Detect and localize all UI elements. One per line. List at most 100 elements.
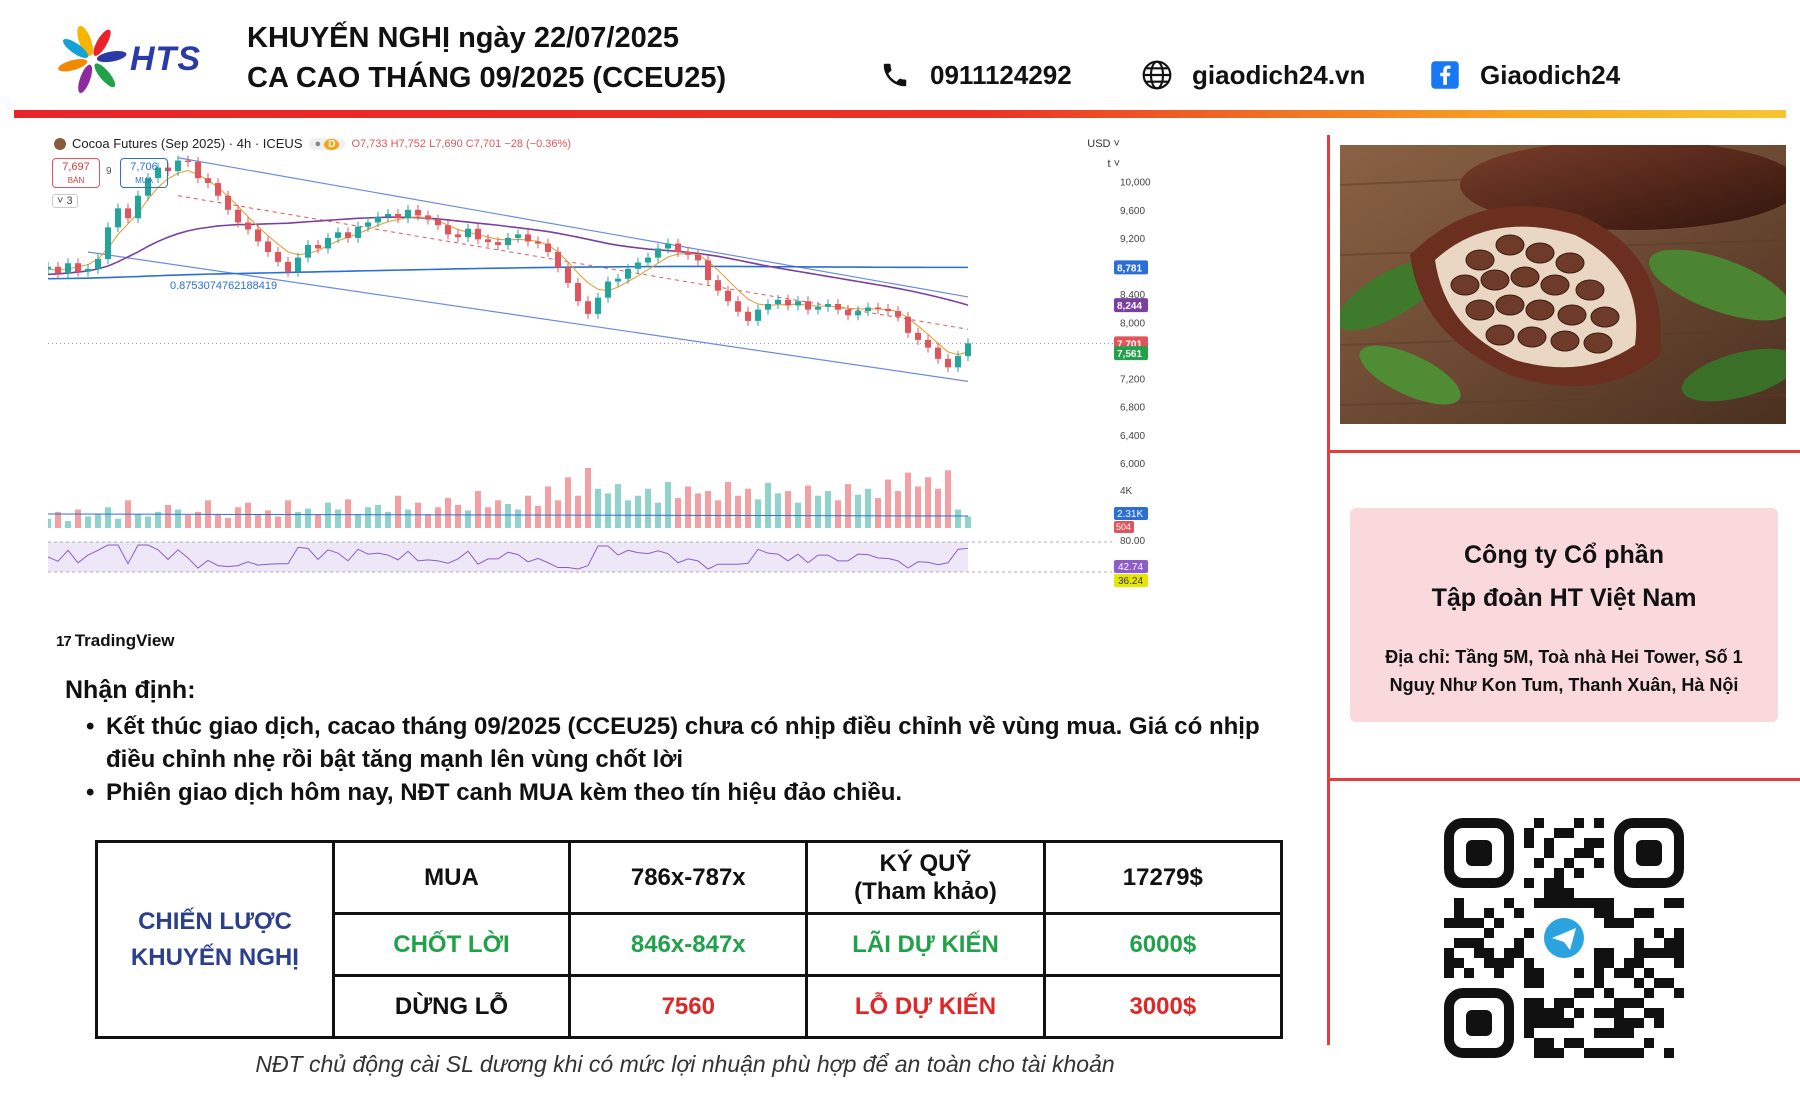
buy-button[interactable]: 7,706 MUA (120, 158, 168, 188)
volume-bar (805, 485, 811, 528)
qr-module (1544, 878, 1554, 888)
qr-module (1624, 998, 1634, 1008)
price-tag (1114, 298, 1148, 313)
y-tick-label: 10,000 (1120, 178, 1151, 189)
qr-module (1524, 968, 1534, 978)
candle-body (135, 195, 141, 219)
candle-body (935, 347, 941, 359)
volume-ma-line (48, 513, 969, 517)
qr-module (1504, 948, 1514, 958)
qr-module (1524, 838, 1534, 848)
qr-module (1574, 968, 1584, 978)
candle-body (895, 311, 901, 317)
tradingview-icon: 17 (56, 632, 72, 650)
page-subtitle: CA CAO THÁNG 09/2025 (CCEU25) (247, 62, 727, 94)
strategy-label-text: CHIẾN LƯỢC KHUYẾN NGHỊ (130, 907, 299, 971)
channel-upper-line (177, 157, 969, 298)
indicator-collapse-button[interactable]: ˅ 3 (52, 194, 78, 208)
qr-module (1654, 978, 1664, 988)
facebook-link: Giaodich24 (1480, 59, 1621, 90)
volume-bar (875, 498, 881, 528)
phone-icon (878, 58, 912, 92)
volume-bar (455, 504, 461, 528)
candle-body (265, 241, 271, 252)
facebook-icon (1428, 58, 1462, 92)
scale-select[interactable]: t ˅ (1107, 158, 1120, 170)
contact-phone[interactable]: 0911124292 (878, 58, 1072, 92)
hts-logo-icon (58, 26, 127, 93)
qr-module (1584, 838, 1594, 848)
qr-module (1524, 1028, 1534, 1038)
currency-select[interactable]: USD ˅ (1087, 138, 1120, 150)
volume-tag-label: 2.31K (1117, 509, 1143, 520)
qr-module (1624, 918, 1634, 928)
buy-value-cell: 786x-787x (568, 840, 809, 915)
buy-value: 7,706 (130, 161, 158, 173)
qr-module (1494, 958, 1504, 968)
candle-body (805, 301, 811, 310)
candle-body (65, 263, 71, 274)
qr-module (1604, 908, 1614, 918)
qr-module (1514, 938, 1524, 948)
qr-module (1614, 918, 1624, 928)
y-tick-label: 9,200 (1120, 234, 1145, 245)
qr-module (1454, 938, 1464, 948)
rsi-tag-label: 36.24 (1118, 576, 1143, 587)
volume-bar (295, 511, 301, 528)
volume-bar (375, 504, 381, 528)
qr-module (1484, 908, 1494, 918)
candle-body (705, 260, 711, 281)
sell-button[interactable]: 7,697 BÁN (52, 158, 100, 188)
candle-body (795, 301, 801, 306)
candle-body (385, 214, 391, 217)
volume-bar (675, 498, 681, 528)
qr-module (1544, 1018, 1554, 1028)
qr-module (1654, 948, 1664, 958)
qr-module (1564, 858, 1574, 868)
y-tick-label: 8,000 (1120, 318, 1145, 329)
telegram-qr-code[interactable] (1444, 818, 1684, 1058)
qr-module (1624, 1048, 1634, 1058)
qr-module (1474, 918, 1484, 928)
qr-module (1594, 958, 1604, 968)
candle-body (155, 167, 161, 179)
company-address: Địa chỉ: Tầng 5M, Toà nhà Hei Tower, Số … (1385, 647, 1743, 695)
qr-module (1574, 1038, 1584, 1048)
candle-body (605, 281, 611, 298)
volume-bar (105, 507, 111, 528)
candle-body (655, 248, 661, 258)
margin-sublabel: (Tham khảo) (854, 877, 997, 905)
candle-body (875, 307, 881, 310)
qr-module (1614, 1048, 1624, 1058)
logo-text: HTS (130, 40, 201, 78)
qr-module (1444, 968, 1454, 978)
qr-module (1624, 958, 1634, 968)
candle-body (945, 358, 951, 368)
qr-module (1534, 968, 1544, 978)
contact-facebook[interactable]: Giaodich24 (1428, 58, 1620, 92)
qr-module (1564, 828, 1574, 838)
volume-bar (955, 509, 961, 528)
volume-bar (185, 515, 191, 528)
sell-value: 7,697 (62, 161, 90, 173)
price-chart: 6,000 6,400 6,800 7,200 8,000 8,400 9,200 9,600… (48, 130, 1320, 658)
volume-bar (475, 491, 481, 528)
qr-finder (1444, 988, 1514, 1058)
qr-module (1654, 1008, 1664, 1018)
qr-module (1634, 1048, 1644, 1058)
contact-website[interactable]: giaodich24.vn (1140, 58, 1365, 92)
candle-body (885, 308, 891, 312)
candle-body (475, 228, 481, 240)
qr-module (1624, 1028, 1634, 1038)
qr-module (1604, 1028, 1614, 1038)
y-tick-label: 8,400 (1120, 290, 1145, 301)
qr-module (1674, 988, 1684, 998)
qr-module (1634, 978, 1644, 988)
candle-body (555, 251, 561, 268)
candle-body (295, 257, 301, 272)
cocoa-pod-photo (1340, 145, 1786, 424)
volume-bar (195, 511, 201, 528)
qr-module (1594, 838, 1604, 848)
candle-body (285, 261, 291, 272)
qr-module (1504, 898, 1514, 908)
